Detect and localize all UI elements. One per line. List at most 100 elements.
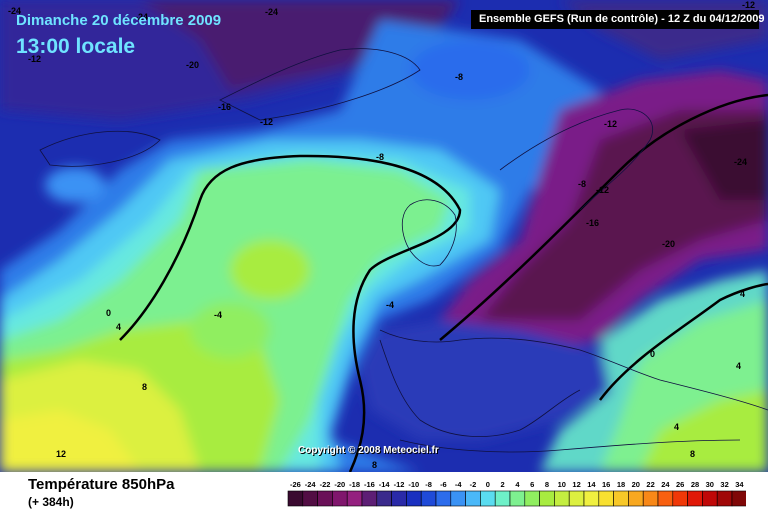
legend-swatch: [657, 490, 674, 507]
legend-swatch: [450, 490, 466, 507]
legend-tick-label: 2: [501, 480, 505, 489]
blue-patch-north: [410, 40, 530, 100]
cold-trough-core: [480, 110, 768, 320]
contour-label: 12: [56, 449, 66, 459]
legend-tick-label: -8: [425, 480, 432, 489]
variable-title: Température 850hPa: [28, 476, 175, 493]
legend-tick-label: -14: [379, 480, 391, 489]
legend-tick-label: 18: [617, 480, 625, 489]
contour-label: 4: [674, 422, 679, 432]
legend-swatch: [346, 490, 363, 507]
forecast-date: Dimanche 20 décembre 2009: [16, 12, 222, 29]
green-blob-west: [230, 240, 310, 300]
contour-label: -12: [596, 185, 609, 195]
coastline-europe: [379, 329, 768, 411]
contour-label: -12: [604, 119, 617, 129]
footer-bar: Température 850hPa (+ 384h) -26 -24 -22 -20…: [0, 472, 768, 512]
contour-label: -12: [742, 0, 755, 10]
legend-swatch: [554, 490, 570, 507]
contour-label: -8: [455, 72, 463, 82]
zero-isotherm-east: [599, 282, 768, 401]
legend-swatch: [406, 490, 422, 507]
legend-tick-label: -4: [455, 480, 462, 489]
legend-swatch: [480, 490, 496, 507]
cyan-patch-west: [45, 167, 105, 203]
legend-swatch: [628, 490, 644, 507]
legend-tick-label: 4: [515, 480, 520, 489]
legend-tick-label: 32: [720, 480, 728, 489]
contour-label: -12: [28, 54, 41, 64]
blue-iberia: [360, 320, 620, 440]
legend-tick-label: -10: [408, 480, 419, 489]
coastline-britain: [401, 199, 457, 267]
contour-label: 4: [736, 361, 741, 371]
contour-label: 4: [740, 289, 745, 299]
contour-label: -16: [218, 102, 231, 112]
legend-tick-label: 22: [646, 480, 654, 489]
coastline-scandinavia: [499, 108, 653, 211]
cold-trough-deep: [680, 120, 768, 200]
coastline-greenland: [219, 48, 421, 121]
contour-label: 8: [142, 382, 147, 392]
isotherm-minus16: [439, 93, 768, 341]
legend-tick-label: -26: [290, 480, 301, 489]
legend-swatch: [509, 490, 526, 507]
green-blob-atlantic: [190, 302, 270, 358]
legend-swatch: [672, 490, 688, 507]
legend-tick-label: 6: [530, 480, 534, 489]
legend-swatch: [524, 490, 540, 507]
legend-tick-label: 10: [558, 480, 566, 489]
legend-tick-label: 26: [676, 480, 684, 489]
contour-label: 0: [106, 308, 111, 318]
contour-label: -8: [578, 179, 586, 189]
zero-isotherm-west: [119, 154, 462, 472]
legend-swatch: [642, 490, 659, 507]
copyright-notice: Copyright © 2008 Meteociel.fr: [298, 445, 439, 456]
legend-tick-label: 34: [735, 480, 744, 489]
legend-tick-label: -20: [334, 480, 345, 489]
legend-tick-label: 8: [545, 480, 549, 489]
contour-label: -20: [186, 60, 199, 70]
legend-swatch: [613, 490, 629, 507]
coastline-iceland: [39, 130, 161, 167]
legend-swatch: [539, 490, 555, 507]
color-scale-legend: -26 -24 -22 -20 -18 -16 -14 -12 -10 -8 -6 -4 -2 0 2 4 6 8…: [287, 480, 746, 507]
legend-tick-label: 12: [572, 480, 580, 489]
legend-swatch: [420, 490, 437, 507]
legend-swatch: [598, 490, 614, 507]
contour-label: 4: [116, 322, 121, 332]
contour-label: -24: [265, 7, 278, 17]
legend-swatch: [731, 490, 746, 507]
legend-swatch: [302, 490, 318, 507]
temperature-map: -24 -24 -24 -12 -20 -16 -12 -8 -8 -12 -8…: [0, 0, 768, 472]
legend-swatch: [583, 490, 600, 507]
legend-swatch: [361, 490, 378, 507]
legend-swatch: [568, 490, 585, 507]
contour-label: -24: [135, 12, 148, 22]
legend-swatch: [287, 490, 304, 507]
legend-tick-label: -24: [305, 480, 317, 489]
contour-labels: -24 -24 -24 -12 -20 -16 -12 -8 -8 -12 -8…: [8, 0, 755, 470]
legend-tick-label: 16: [602, 480, 610, 489]
contour-label: 8: [372, 460, 377, 470]
legend-swatch: [687, 490, 703, 507]
contour-label: -4: [214, 310, 222, 320]
legend-tick-label: -16: [364, 480, 375, 489]
contour-label: -24: [8, 6, 21, 16]
coastline-iberia: [379, 339, 581, 437]
legend-swatch: [716, 490, 733, 507]
contour-label: 8: [690, 449, 695, 459]
legend-swatch: [317, 490, 333, 507]
legend-tick-label: 14: [587, 480, 596, 489]
contour-label: -4: [386, 300, 394, 310]
legend-tick-label: -6: [440, 480, 447, 489]
legend-tick-label: 0: [486, 480, 490, 489]
legend-tick-label: 30: [706, 480, 714, 489]
legend-swatch: [391, 490, 407, 507]
legend-tick-label: 24: [661, 480, 670, 489]
legend-tick-label: 20: [632, 480, 640, 489]
lime-east: [640, 390, 768, 472]
contour-label: -24: [734, 157, 747, 167]
legend-swatch: [332, 490, 348, 507]
